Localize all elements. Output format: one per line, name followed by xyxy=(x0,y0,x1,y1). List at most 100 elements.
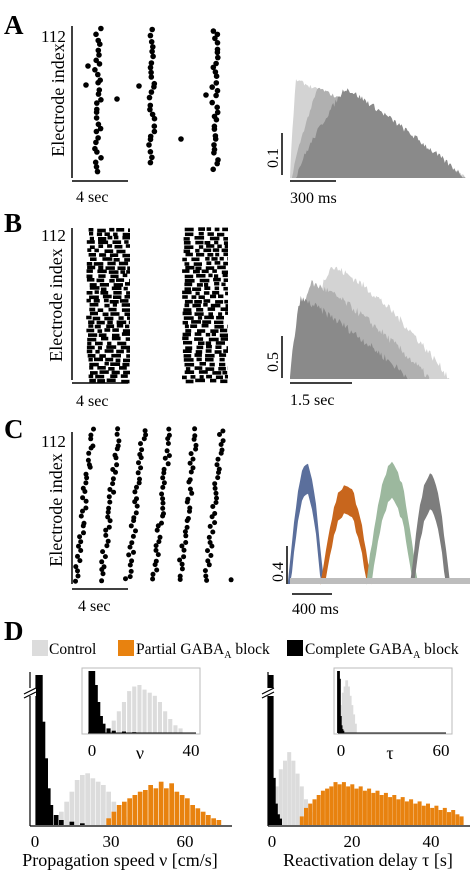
raster-c-ytick: 112 xyxy=(41,432,66,451)
spike xyxy=(207,253,214,257)
spike xyxy=(159,491,165,497)
spike xyxy=(228,577,234,583)
spike xyxy=(184,274,194,279)
spike xyxy=(179,561,185,567)
spike xyxy=(223,237,228,241)
spike xyxy=(151,128,158,135)
spike xyxy=(108,367,115,371)
histogram-bar xyxy=(341,782,346,825)
inset-bar xyxy=(111,730,116,733)
spike xyxy=(211,332,216,337)
spike xyxy=(187,505,193,511)
histogram-bar xyxy=(206,815,211,825)
spike xyxy=(192,433,198,439)
spike xyxy=(89,378,96,383)
spike xyxy=(213,92,219,99)
histogram-bar xyxy=(271,777,276,825)
spike xyxy=(203,291,210,295)
spike xyxy=(183,237,190,241)
spike xyxy=(134,484,139,490)
spike xyxy=(89,286,100,290)
spike xyxy=(184,232,194,237)
profile-band-gray xyxy=(410,473,450,584)
hist-speed-xtick-60: 60 xyxy=(177,832,194,851)
inset-bar xyxy=(101,723,106,733)
spike xyxy=(208,312,213,316)
spike xyxy=(194,353,202,357)
spike xyxy=(96,52,102,58)
spike xyxy=(102,554,108,560)
spike xyxy=(98,240,109,245)
axis-break xyxy=(261,687,275,699)
spike xyxy=(164,448,170,454)
spike xyxy=(206,227,212,231)
spike xyxy=(148,74,155,80)
spike xyxy=(108,307,117,312)
spike xyxy=(209,362,215,367)
spike xyxy=(97,228,106,233)
spike xyxy=(109,300,119,304)
spike xyxy=(113,295,122,299)
spike xyxy=(110,481,116,487)
spike xyxy=(192,426,198,432)
spike xyxy=(160,475,166,481)
histogram-bar xyxy=(195,808,201,825)
spike xyxy=(205,341,212,345)
spike xyxy=(162,455,168,461)
histogram-bar xyxy=(392,795,397,825)
legend-swatch-complete xyxy=(287,640,303,656)
spike xyxy=(182,311,192,316)
spike xyxy=(222,273,228,278)
histogram-bar xyxy=(438,810,443,825)
hist-delay-inset xyxy=(337,671,446,734)
spike xyxy=(116,349,124,354)
spike xyxy=(89,362,99,367)
spike xyxy=(214,104,220,111)
spike xyxy=(195,350,203,354)
spike xyxy=(95,341,103,346)
spike xyxy=(102,312,109,317)
spike xyxy=(83,498,89,504)
spike xyxy=(90,371,98,375)
spike xyxy=(133,528,138,534)
spike xyxy=(139,447,145,453)
spike xyxy=(182,257,187,262)
inset-bar xyxy=(132,686,137,733)
spike xyxy=(93,139,99,146)
spike xyxy=(207,307,216,311)
inset-bar xyxy=(91,671,96,733)
spike xyxy=(97,308,104,312)
inset-bar xyxy=(142,689,147,733)
spike xyxy=(191,257,200,262)
spike xyxy=(194,300,202,304)
spike xyxy=(136,460,141,466)
spike xyxy=(205,257,210,261)
spike xyxy=(193,269,200,274)
histogram-bar xyxy=(216,820,222,825)
spike xyxy=(81,520,87,526)
spike xyxy=(125,337,130,341)
inset-bar xyxy=(168,719,173,733)
spike xyxy=(125,244,130,248)
raster-b-spikes xyxy=(86,227,228,384)
spike xyxy=(199,362,206,366)
spike xyxy=(98,333,107,337)
spike xyxy=(212,371,222,375)
spike xyxy=(212,248,220,252)
spike xyxy=(214,462,220,468)
spike xyxy=(184,279,195,283)
spike xyxy=(104,316,114,321)
spike xyxy=(204,577,210,583)
raster-b-ytick: 112 xyxy=(41,226,66,245)
spike xyxy=(205,349,212,353)
spike xyxy=(205,353,215,358)
spike xyxy=(122,362,130,367)
spike xyxy=(177,573,183,579)
spike xyxy=(150,571,156,577)
spike xyxy=(95,91,102,97)
spike xyxy=(217,265,226,270)
histogram-bar xyxy=(333,782,338,825)
spike xyxy=(188,469,194,475)
spike xyxy=(213,490,219,496)
histogram-bar xyxy=(379,795,384,825)
